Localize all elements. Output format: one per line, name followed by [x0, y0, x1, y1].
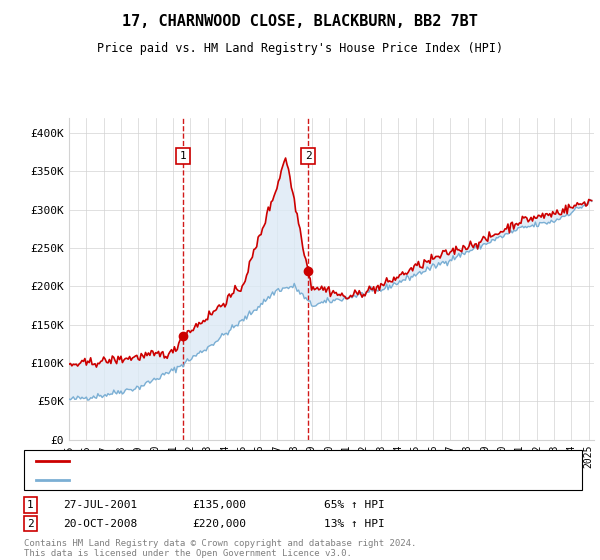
- Text: 2: 2: [305, 151, 311, 161]
- Text: £135,000: £135,000: [192, 500, 246, 510]
- Text: HPI: Average price, detached house, Blackburn with Darwen: HPI: Average price, detached house, Blac…: [75, 475, 431, 485]
- Text: Price paid vs. HM Land Registry's House Price Index (HPI): Price paid vs. HM Land Registry's House …: [97, 42, 503, 55]
- Text: 1: 1: [179, 151, 186, 161]
- Text: 13% ↑ HPI: 13% ↑ HPI: [324, 519, 385, 529]
- Text: 17, CHARNWOOD CLOSE, BLACKBURN, BB2 7BT (detached house): 17, CHARNWOOD CLOSE, BLACKBURN, BB2 7BT …: [75, 456, 425, 466]
- Text: 27-JUL-2001: 27-JUL-2001: [63, 500, 137, 510]
- Text: £220,000: £220,000: [192, 519, 246, 529]
- Text: 17, CHARNWOOD CLOSE, BLACKBURN, BB2 7BT: 17, CHARNWOOD CLOSE, BLACKBURN, BB2 7BT: [122, 14, 478, 29]
- Text: 20-OCT-2008: 20-OCT-2008: [63, 519, 137, 529]
- Text: 1: 1: [27, 500, 34, 510]
- Text: 2: 2: [27, 519, 34, 529]
- Text: 65% ↑ HPI: 65% ↑ HPI: [324, 500, 385, 510]
- Text: Contains HM Land Registry data © Crown copyright and database right 2024.
This d: Contains HM Land Registry data © Crown c…: [24, 539, 416, 558]
